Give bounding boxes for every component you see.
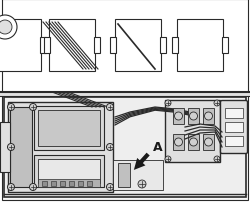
FancyArrowPatch shape xyxy=(134,153,150,170)
Bar xyxy=(225,108,243,118)
Bar xyxy=(69,181,74,186)
Bar xyxy=(0,0,250,95)
Circle shape xyxy=(30,184,36,190)
Bar xyxy=(51,181,56,186)
Circle shape xyxy=(174,138,182,146)
Bar xyxy=(78,181,83,186)
Bar xyxy=(4,98,246,197)
Circle shape xyxy=(165,156,171,162)
Circle shape xyxy=(165,101,171,106)
Circle shape xyxy=(138,180,146,188)
Circle shape xyxy=(8,184,14,190)
Bar xyxy=(188,134,199,150)
Bar xyxy=(203,108,214,124)
Bar xyxy=(173,134,184,150)
Bar xyxy=(10,107,32,187)
Bar xyxy=(225,122,243,132)
Bar xyxy=(172,38,178,54)
Bar xyxy=(203,134,214,150)
FancyBboxPatch shape xyxy=(220,101,248,154)
Bar xyxy=(188,108,199,124)
Bar xyxy=(94,38,100,54)
Circle shape xyxy=(8,144,14,151)
Circle shape xyxy=(204,113,212,120)
Bar xyxy=(34,155,104,187)
Bar xyxy=(160,38,166,54)
Circle shape xyxy=(190,113,198,120)
Bar xyxy=(0,93,250,97)
Bar xyxy=(42,181,47,186)
Circle shape xyxy=(30,104,36,111)
Circle shape xyxy=(214,156,220,162)
Circle shape xyxy=(8,104,14,111)
Bar xyxy=(222,38,228,54)
Circle shape xyxy=(106,184,114,190)
Bar xyxy=(118,163,130,187)
Bar xyxy=(40,38,46,54)
Bar xyxy=(87,181,92,186)
Circle shape xyxy=(0,21,12,35)
Bar xyxy=(38,159,100,183)
Circle shape xyxy=(214,101,220,106)
Bar xyxy=(113,160,163,190)
Bar xyxy=(225,136,243,146)
Bar xyxy=(38,179,100,187)
Bar xyxy=(60,181,65,186)
Bar xyxy=(177,20,223,72)
Bar xyxy=(49,20,95,72)
Text: A: A xyxy=(153,141,163,154)
Bar xyxy=(115,20,161,72)
Bar xyxy=(0,20,41,72)
Bar xyxy=(8,102,113,192)
Bar xyxy=(38,110,100,146)
Circle shape xyxy=(0,16,17,40)
Bar xyxy=(110,38,116,54)
Bar xyxy=(44,38,50,54)
Bar xyxy=(165,101,220,162)
Circle shape xyxy=(106,144,114,151)
Bar xyxy=(34,106,104,150)
Bar xyxy=(173,108,184,124)
Circle shape xyxy=(106,104,114,111)
Circle shape xyxy=(204,138,212,146)
Circle shape xyxy=(174,113,182,120)
Bar xyxy=(0,122,10,172)
Bar xyxy=(2,95,248,200)
Circle shape xyxy=(190,138,198,146)
